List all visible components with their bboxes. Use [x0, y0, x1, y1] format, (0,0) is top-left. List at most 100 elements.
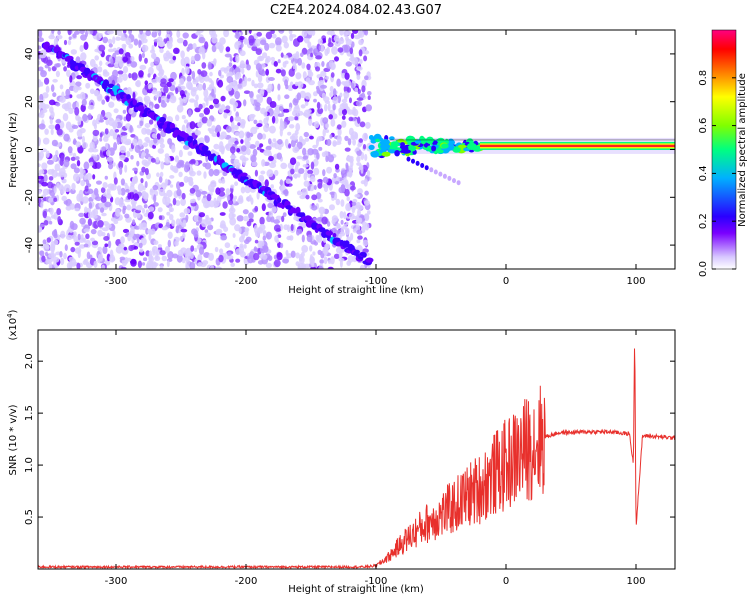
- spectrogram-noise-cell: [126, 205, 131, 211]
- spectrogram-noise-cell: [297, 111, 304, 116]
- spectrogram-noise-cell: [214, 204, 218, 208]
- x-tick-label: -300: [105, 576, 128, 587]
- spectrogram-noise-cell: [243, 157, 249, 161]
- carrier-cell: [402, 145, 408, 151]
- spectrogram-noise-cell: [190, 199, 196, 203]
- spectrogram-noise-cell: [240, 139, 243, 144]
- spectrogram-noise-cell: [291, 251, 296, 258]
- spectrogram-noise-cell: [253, 149, 258, 157]
- spectrogram-noise-cell: [100, 114, 103, 122]
- spectrogram-noise-cell: [57, 129, 63, 136]
- spectrogram-noise-cell: [98, 247, 103, 252]
- spectrogram-noise-cell: [353, 109, 359, 117]
- spectrogram-noise-cell: [115, 197, 121, 205]
- spectrogram-noise-cell: [223, 113, 227, 119]
- spectrogram-noise-cell: [328, 37, 331, 44]
- spectrogram-noise-cell: [274, 224, 281, 231]
- spectrogram-noise-cell: [139, 121, 143, 127]
- spectrogram-noise-cell: [132, 168, 138, 172]
- spectrogram-noise-cell: [201, 62, 206, 69]
- spectrogram-noise-cell: [130, 182, 135, 187]
- spectrogram-noise-cell: [363, 240, 368, 247]
- spectrogram-noise-cell: [243, 209, 249, 214]
- spectrogram-noise-cell: [204, 108, 210, 115]
- spectrogram-noise-cell: [207, 194, 212, 202]
- spectrogram-noise-cell: [350, 186, 356, 191]
- spectrogram-noise-cell: [343, 82, 347, 87]
- spectrogram-noise-cell: [135, 234, 140, 238]
- spectrogram-noise-cell: [361, 93, 365, 98]
- spectrogram-noise-cell: [145, 80, 149, 85]
- spectrogram-noise-cell: [317, 136, 323, 142]
- spectrogram-noise-cell: [49, 176, 54, 181]
- spectrogram-noise-cell: [76, 75, 82, 79]
- carrier-cell: [380, 143, 390, 150]
- spectrogram-noise-cell: [84, 162, 90, 170]
- spectrogram-noise-cell: [173, 198, 177, 205]
- spectrogram-noise-cell: [113, 133, 117, 140]
- spectrogram-noise-cell: [244, 244, 247, 249]
- spectrogram-noise-cell: [235, 248, 241, 255]
- spectrogram-noise-cell: [360, 121, 366, 127]
- spectrogram-noise-cell: [294, 99, 299, 103]
- spectrogram-noise-cell: [269, 163, 276, 169]
- spectrogram-noise-cell: [65, 244, 68, 251]
- spectrogram-noise-cell: [56, 183, 59, 189]
- spectrogram-noise-cell: [299, 195, 306, 199]
- spectrogram-noise-cell: [50, 111, 54, 118]
- spectrogram-noise-cell: [141, 167, 146, 173]
- spectrogram-noise-cell: [56, 63, 61, 67]
- spectrogram-noise-cell: [120, 146, 127, 154]
- spectrogram-noise-cell: [108, 163, 113, 169]
- spectrogram-noise-cell: [185, 264, 188, 269]
- spectrogram-noise-cell: [230, 155, 237, 159]
- snr-ylabel: SNR (10 * v/v): [8, 404, 19, 475]
- spectrogram-noise-cell: [356, 230, 362, 235]
- spectrogram-noise-cell: [187, 47, 190, 52]
- spectrogram-noise-cell: [213, 99, 219, 105]
- spectrogram-noise-cell: [357, 143, 361, 148]
- spectrogram-noise-cell: [79, 218, 86, 225]
- spectrogram-noise-cell: [346, 39, 352, 46]
- spectrogram-noise-cell: [124, 214, 129, 219]
- spectrogram-noise-cell: [278, 113, 284, 117]
- spectrogram-noise-cell: [227, 252, 231, 256]
- spectrogram-noise-cell: [103, 182, 108, 188]
- spectrogram-noise-cell: [265, 69, 269, 76]
- spectrogram-noise-cell: [248, 212, 254, 218]
- spectrogram-noise-cell: [115, 209, 120, 217]
- spectrogram-noise-cell: [356, 66, 363, 71]
- spectrogram-noise-cell: [219, 108, 224, 114]
- spectrogram-noise-cell: [345, 222, 348, 226]
- spectrogram-noise-cell: [95, 197, 102, 202]
- spectrogram-noise-cell: [309, 136, 314, 140]
- spectrogram-noise-cell: [130, 259, 137, 267]
- spectrogram-noise-cell: [273, 219, 280, 224]
- spectrogram-noise-cell: [230, 56, 233, 62]
- spectrogram-noise-cell: [50, 119, 53, 125]
- spectrogram-noise-cell: [152, 133, 157, 138]
- spectrogram-noise-cell: [103, 136, 109, 142]
- spectrogram-noise-cell: [195, 130, 201, 136]
- spectrogram-noise-cell: [175, 88, 178, 95]
- spectrogram-noise-cell: [78, 213, 84, 217]
- spectrogram-noise-cell: [52, 140, 58, 147]
- spectrogram-noise-cell: [151, 79, 158, 84]
- spectrogram-noise-cell: [305, 138, 310, 142]
- spectrogram-noise-cell: [88, 218, 92, 226]
- spectrogram-noise-cell: [240, 243, 244, 248]
- spectrogram-noise-cell: [295, 123, 300, 131]
- spectrogram-noise-cell: [138, 70, 144, 77]
- spectrogram-noise-cell: [283, 61, 287, 68]
- spectrogram-noise-cell: [94, 188, 99, 196]
- spectrogram-noise-cell: [179, 212, 185, 217]
- spectrogram-noise-cell: [101, 265, 105, 272]
- spectrogram-noise-cell: [46, 151, 50, 158]
- spectrogram-noise-cell: [234, 141, 238, 145]
- carrier-cell: [467, 143, 477, 150]
- spectrogram-noise-cell: [246, 64, 251, 70]
- spectrogram-noise-cell: [310, 176, 316, 182]
- spectrogram-noise-cell: [321, 61, 324, 67]
- spectrogram-noise-cell: [176, 30, 180, 38]
- spectrogram-noise-cell: [321, 217, 327, 225]
